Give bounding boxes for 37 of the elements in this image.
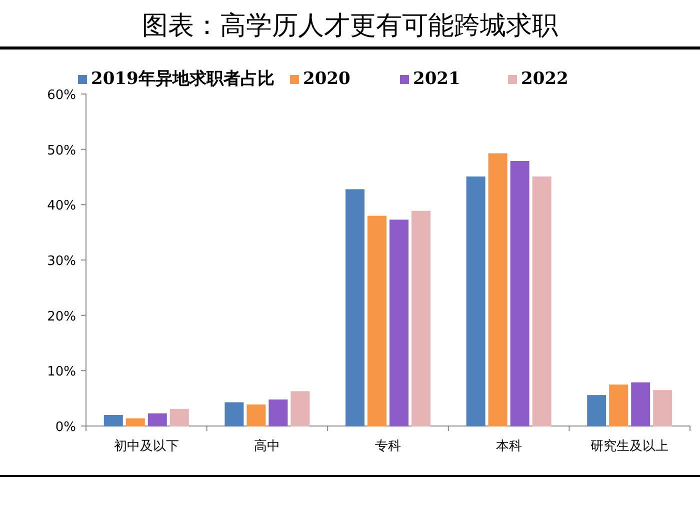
legend-label: 2020 (303, 69, 350, 89)
chart-title: 图表：高学历人才更有可能跨城求职 (142, 11, 558, 41)
bar (346, 189, 364, 426)
x-tick-label: 初中及以下 (114, 439, 179, 454)
bar (510, 161, 530, 426)
y-tick-label: 60% (47, 88, 76, 103)
x-tick-label: 高中 (254, 438, 280, 454)
bar (148, 413, 167, 426)
x-tick-label: 专科 (375, 439, 401, 454)
bar (488, 153, 508, 426)
legend-label: 2019年异地求职者占比 (91, 69, 274, 89)
x-tick-label: 本科 (496, 439, 522, 454)
bar (631, 382, 650, 426)
y-tick-label: 50% (47, 143, 76, 158)
bar (268, 399, 288, 426)
bar (466, 176, 486, 426)
y-tick-label: 20% (47, 309, 76, 324)
bar (246, 404, 266, 426)
y-tick-label: 30% (47, 254, 76, 269)
bar (587, 395, 606, 426)
y-tick-label: 0% (55, 420, 76, 435)
bar (104, 414, 123, 426)
bar (368, 216, 386, 426)
legend-label: 2021 (413, 69, 460, 89)
bar (170, 408, 189, 426)
bar (532, 176, 552, 426)
y-tick-label: 10% (47, 364, 76, 380)
bar (412, 210, 430, 426)
y-tick-label: 40% (47, 198, 76, 214)
bar (224, 402, 244, 426)
legend-label: 2022 (521, 69, 568, 89)
bar (290, 391, 310, 426)
bar (609, 384, 628, 426)
bar (126, 418, 145, 426)
bar (653, 390, 672, 426)
x-tick-label: 研究生及以上 (590, 439, 669, 454)
bar (390, 220, 408, 426)
